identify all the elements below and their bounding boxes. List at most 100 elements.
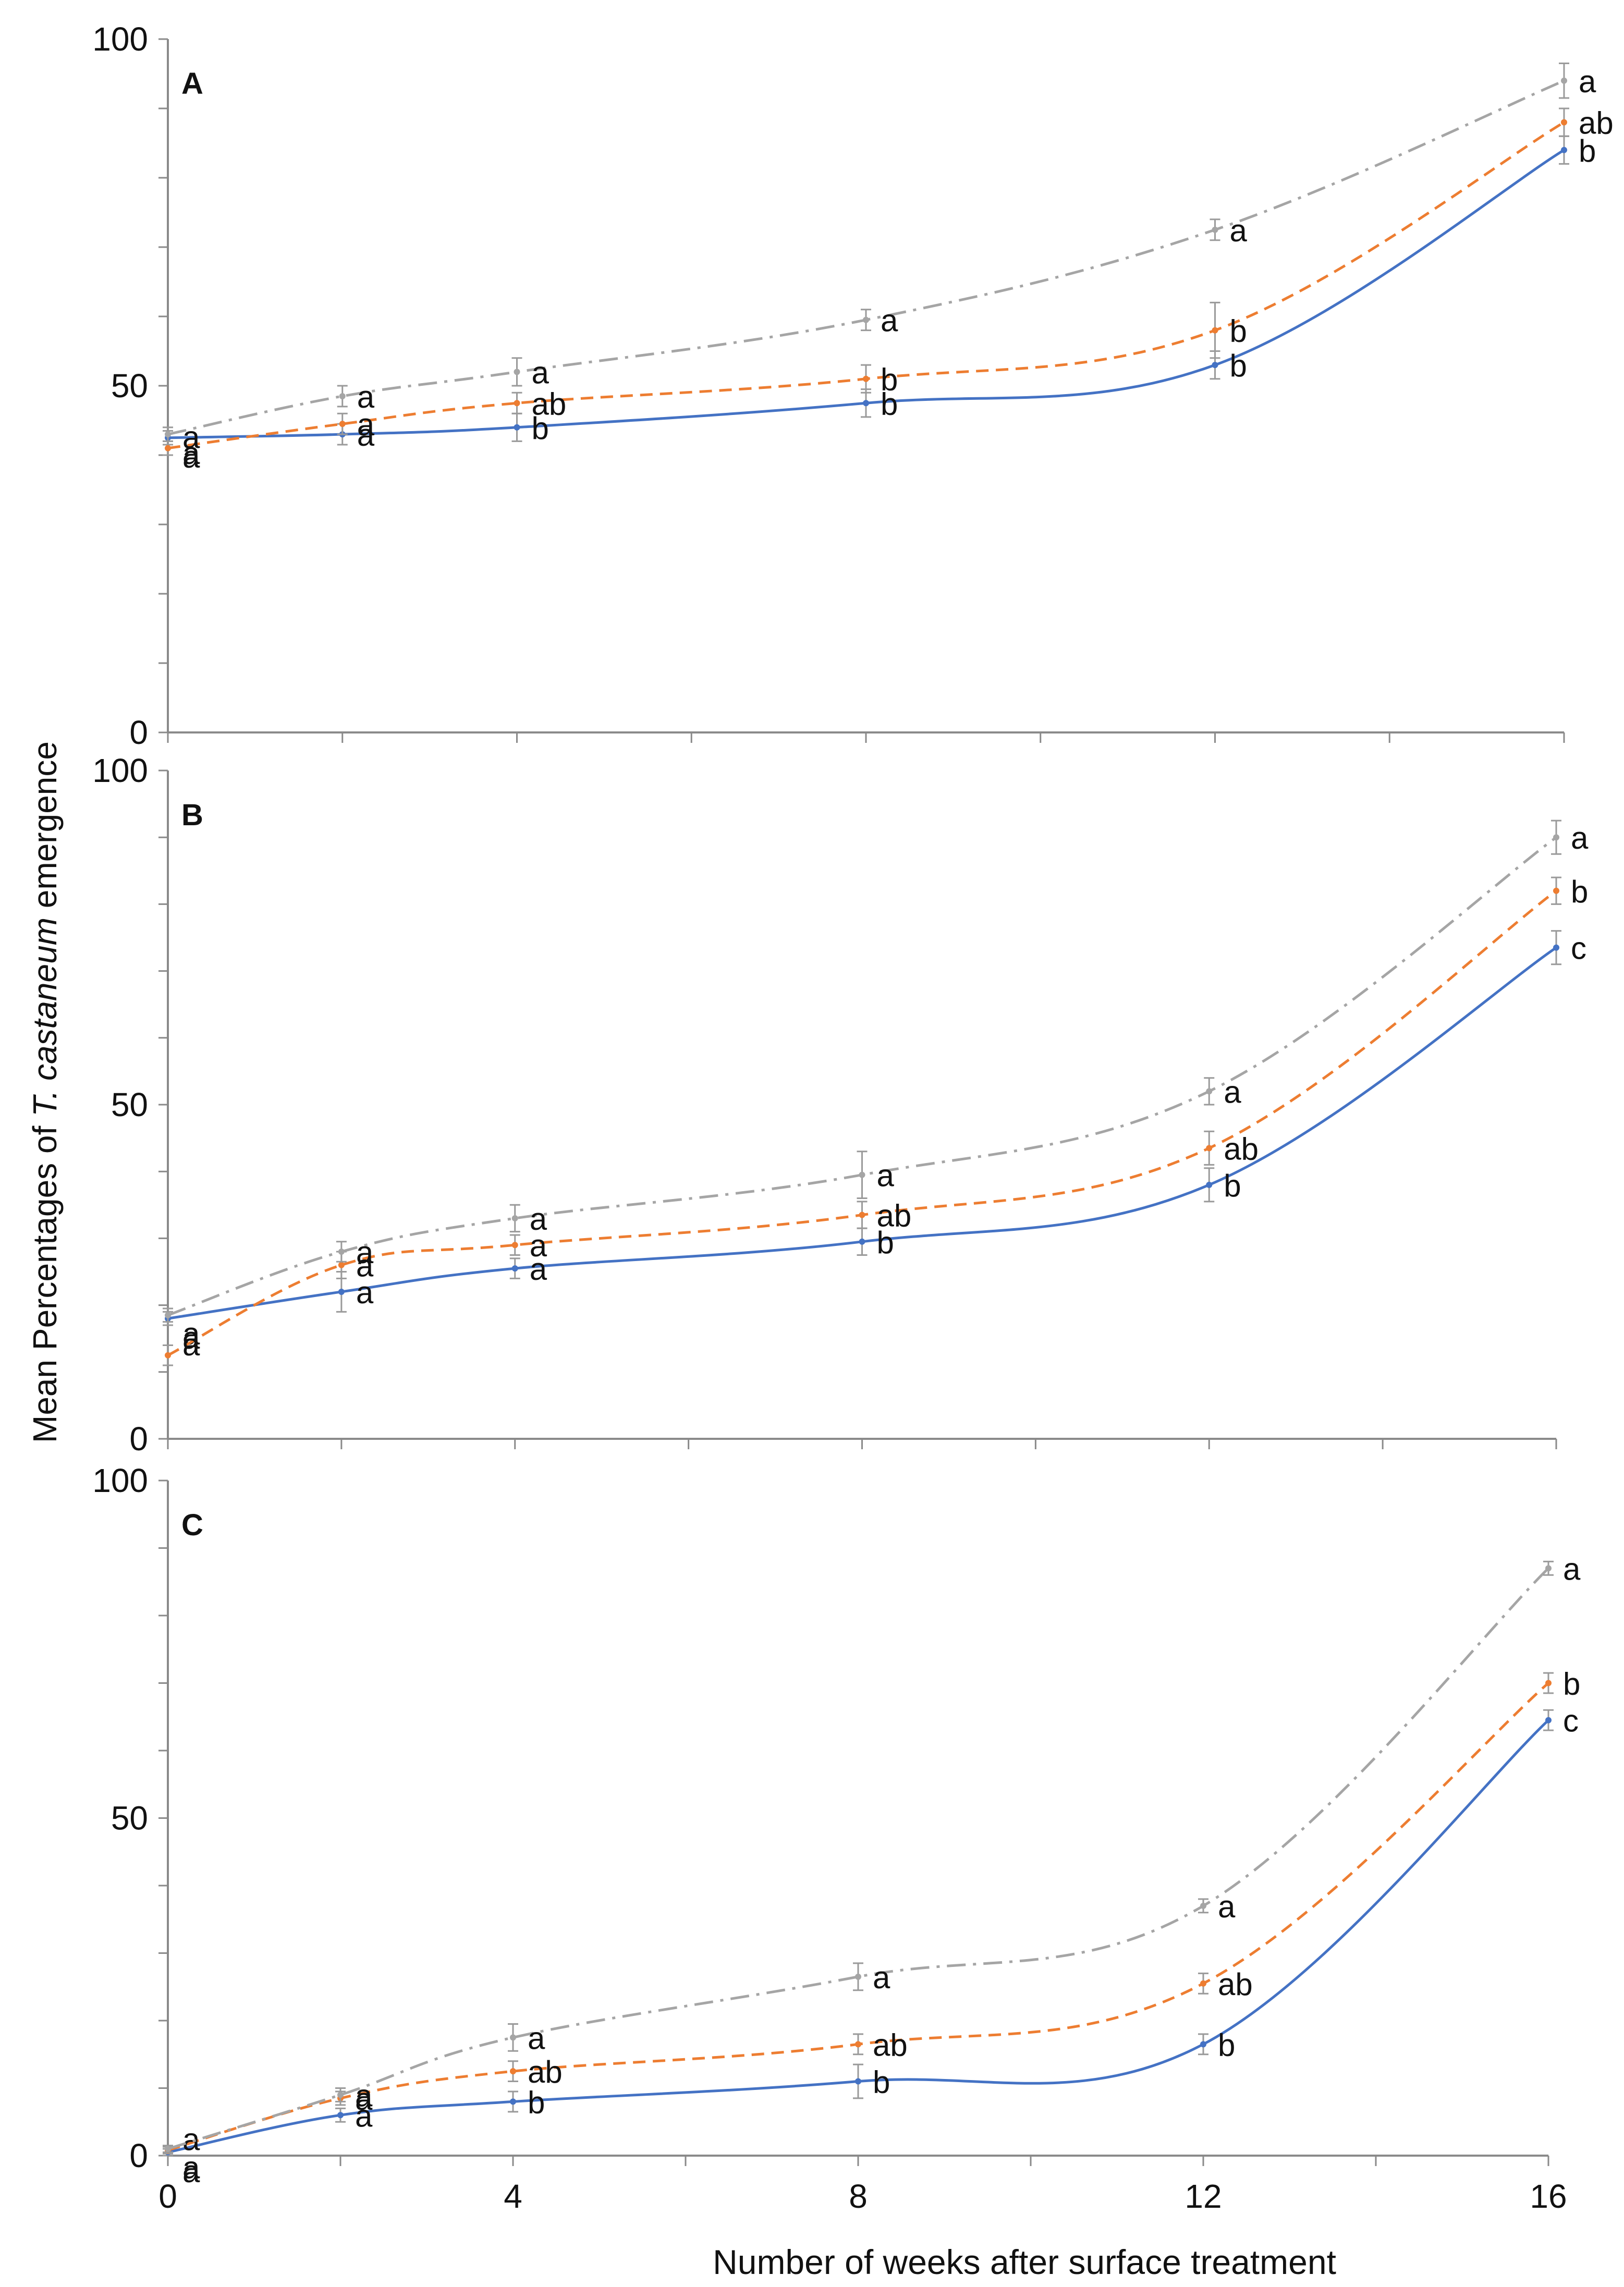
data-point (1206, 1181, 1213, 1188)
data-point (338, 1262, 345, 1268)
y-tick-label: 100 (92, 1462, 148, 1499)
significance-label: a (182, 439, 200, 474)
series-line (167, 121, 1565, 450)
data-point (1200, 2041, 1206, 2048)
significance-label: a (182, 1327, 200, 1362)
x-tick-label: 0 (158, 2178, 177, 2215)
significance-label: ab (528, 2054, 563, 2089)
significance-label: ab (877, 1198, 912, 1233)
data-point (863, 400, 869, 407)
data-point (514, 369, 520, 375)
data-point (1545, 1717, 1552, 1723)
significance-label: a (1563, 1551, 1581, 1586)
data-point (1545, 1565, 1552, 1572)
data-point (1212, 327, 1218, 334)
significance-label: ab (873, 2027, 908, 2062)
data-point (859, 1171, 865, 1178)
significance-label: b (873, 2065, 890, 2100)
significance-label: a (530, 1252, 547, 1287)
significance-label: a (1218, 1889, 1236, 1924)
significance-label: a (182, 2154, 200, 2189)
x-axis-label: Number of weeks after surface treatment (713, 2243, 1336, 2281)
data-point (510, 2098, 516, 2105)
significance-label: b (1571, 874, 1588, 909)
significance-label: a (1224, 1074, 1241, 1109)
significance-label: a (356, 1235, 374, 1270)
y-tick-label: 0 (129, 2137, 148, 2174)
data-point (855, 2041, 861, 2048)
data-point (863, 316, 869, 323)
significance-label: a (355, 2078, 373, 2113)
x-tick-label: 4 (504, 2178, 522, 2215)
significance-label: a (532, 355, 550, 390)
data-point (165, 431, 171, 438)
significance-label: b (532, 411, 549, 446)
significance-label: a (1579, 64, 1596, 99)
significance-label: a (357, 418, 375, 452)
data-point (1561, 146, 1567, 153)
data-point (1553, 944, 1559, 951)
series-line (167, 1567, 1549, 2150)
data-point (165, 2146, 171, 2153)
data-point (511, 1265, 518, 1272)
significance-label: b (1563, 1667, 1580, 1702)
series-line (167, 79, 1565, 436)
y-tick-label: 50 (111, 1800, 148, 1837)
significance-label: a (356, 1275, 374, 1310)
data-point (1212, 362, 1218, 369)
y-axis-label: Mean Percentages of T. castaneum emergen… (26, 741, 64, 1443)
data-point (514, 400, 520, 407)
significance-label: b (528, 2085, 545, 2120)
significance-label: a (877, 1158, 895, 1193)
y-axis-label-start: Mean Percentages of (26, 1117, 64, 1443)
data-point (1545, 1680, 1552, 1686)
significance-label: b (877, 1225, 894, 1260)
data-point (510, 2068, 516, 2075)
significance-label: a (873, 1960, 890, 1995)
y-axis-label-species: T. castaneum (26, 918, 64, 1117)
significance-label: a (182, 436, 200, 471)
data-point (859, 1238, 865, 1245)
series-line (167, 889, 1557, 1356)
data-point (165, 445, 171, 451)
significance-label: a (182, 2150, 200, 2185)
significance-label: ab (1224, 1131, 1259, 1166)
x-tick-label: 12 (1185, 2178, 1222, 2215)
panel-label: B (181, 798, 203, 832)
significance-label: b (881, 362, 898, 397)
significance-label: b (1218, 2027, 1235, 2062)
data-point (337, 2112, 344, 2119)
data-point (1561, 77, 1567, 84)
significance-label: b (1579, 133, 1596, 168)
y-tick-label: 100 (92, 752, 148, 789)
panel-label: A (181, 67, 203, 101)
significance-label: a (881, 303, 898, 338)
data-point (1200, 1980, 1206, 1987)
significance-label: a (528, 2021, 545, 2056)
significance-label: a (357, 407, 375, 442)
y-tick-label: 100 (92, 20, 148, 58)
significance-label: c (1563, 1704, 1579, 1739)
data-point (1206, 1088, 1213, 1095)
significance-label: a (530, 1228, 547, 1263)
data-point (1212, 226, 1218, 233)
data-point (337, 2092, 344, 2098)
data-point (514, 424, 520, 431)
y-tick-label: 50 (111, 367, 148, 405)
significance-label: a (1571, 821, 1589, 855)
y-tick-label: 0 (129, 714, 148, 751)
data-point (1206, 1145, 1213, 1152)
significance-label: ab (532, 386, 567, 421)
significance-label: a (182, 420, 200, 455)
significance-label: a (356, 1249, 374, 1283)
data-point (338, 1249, 345, 1255)
data-point (1553, 834, 1559, 841)
